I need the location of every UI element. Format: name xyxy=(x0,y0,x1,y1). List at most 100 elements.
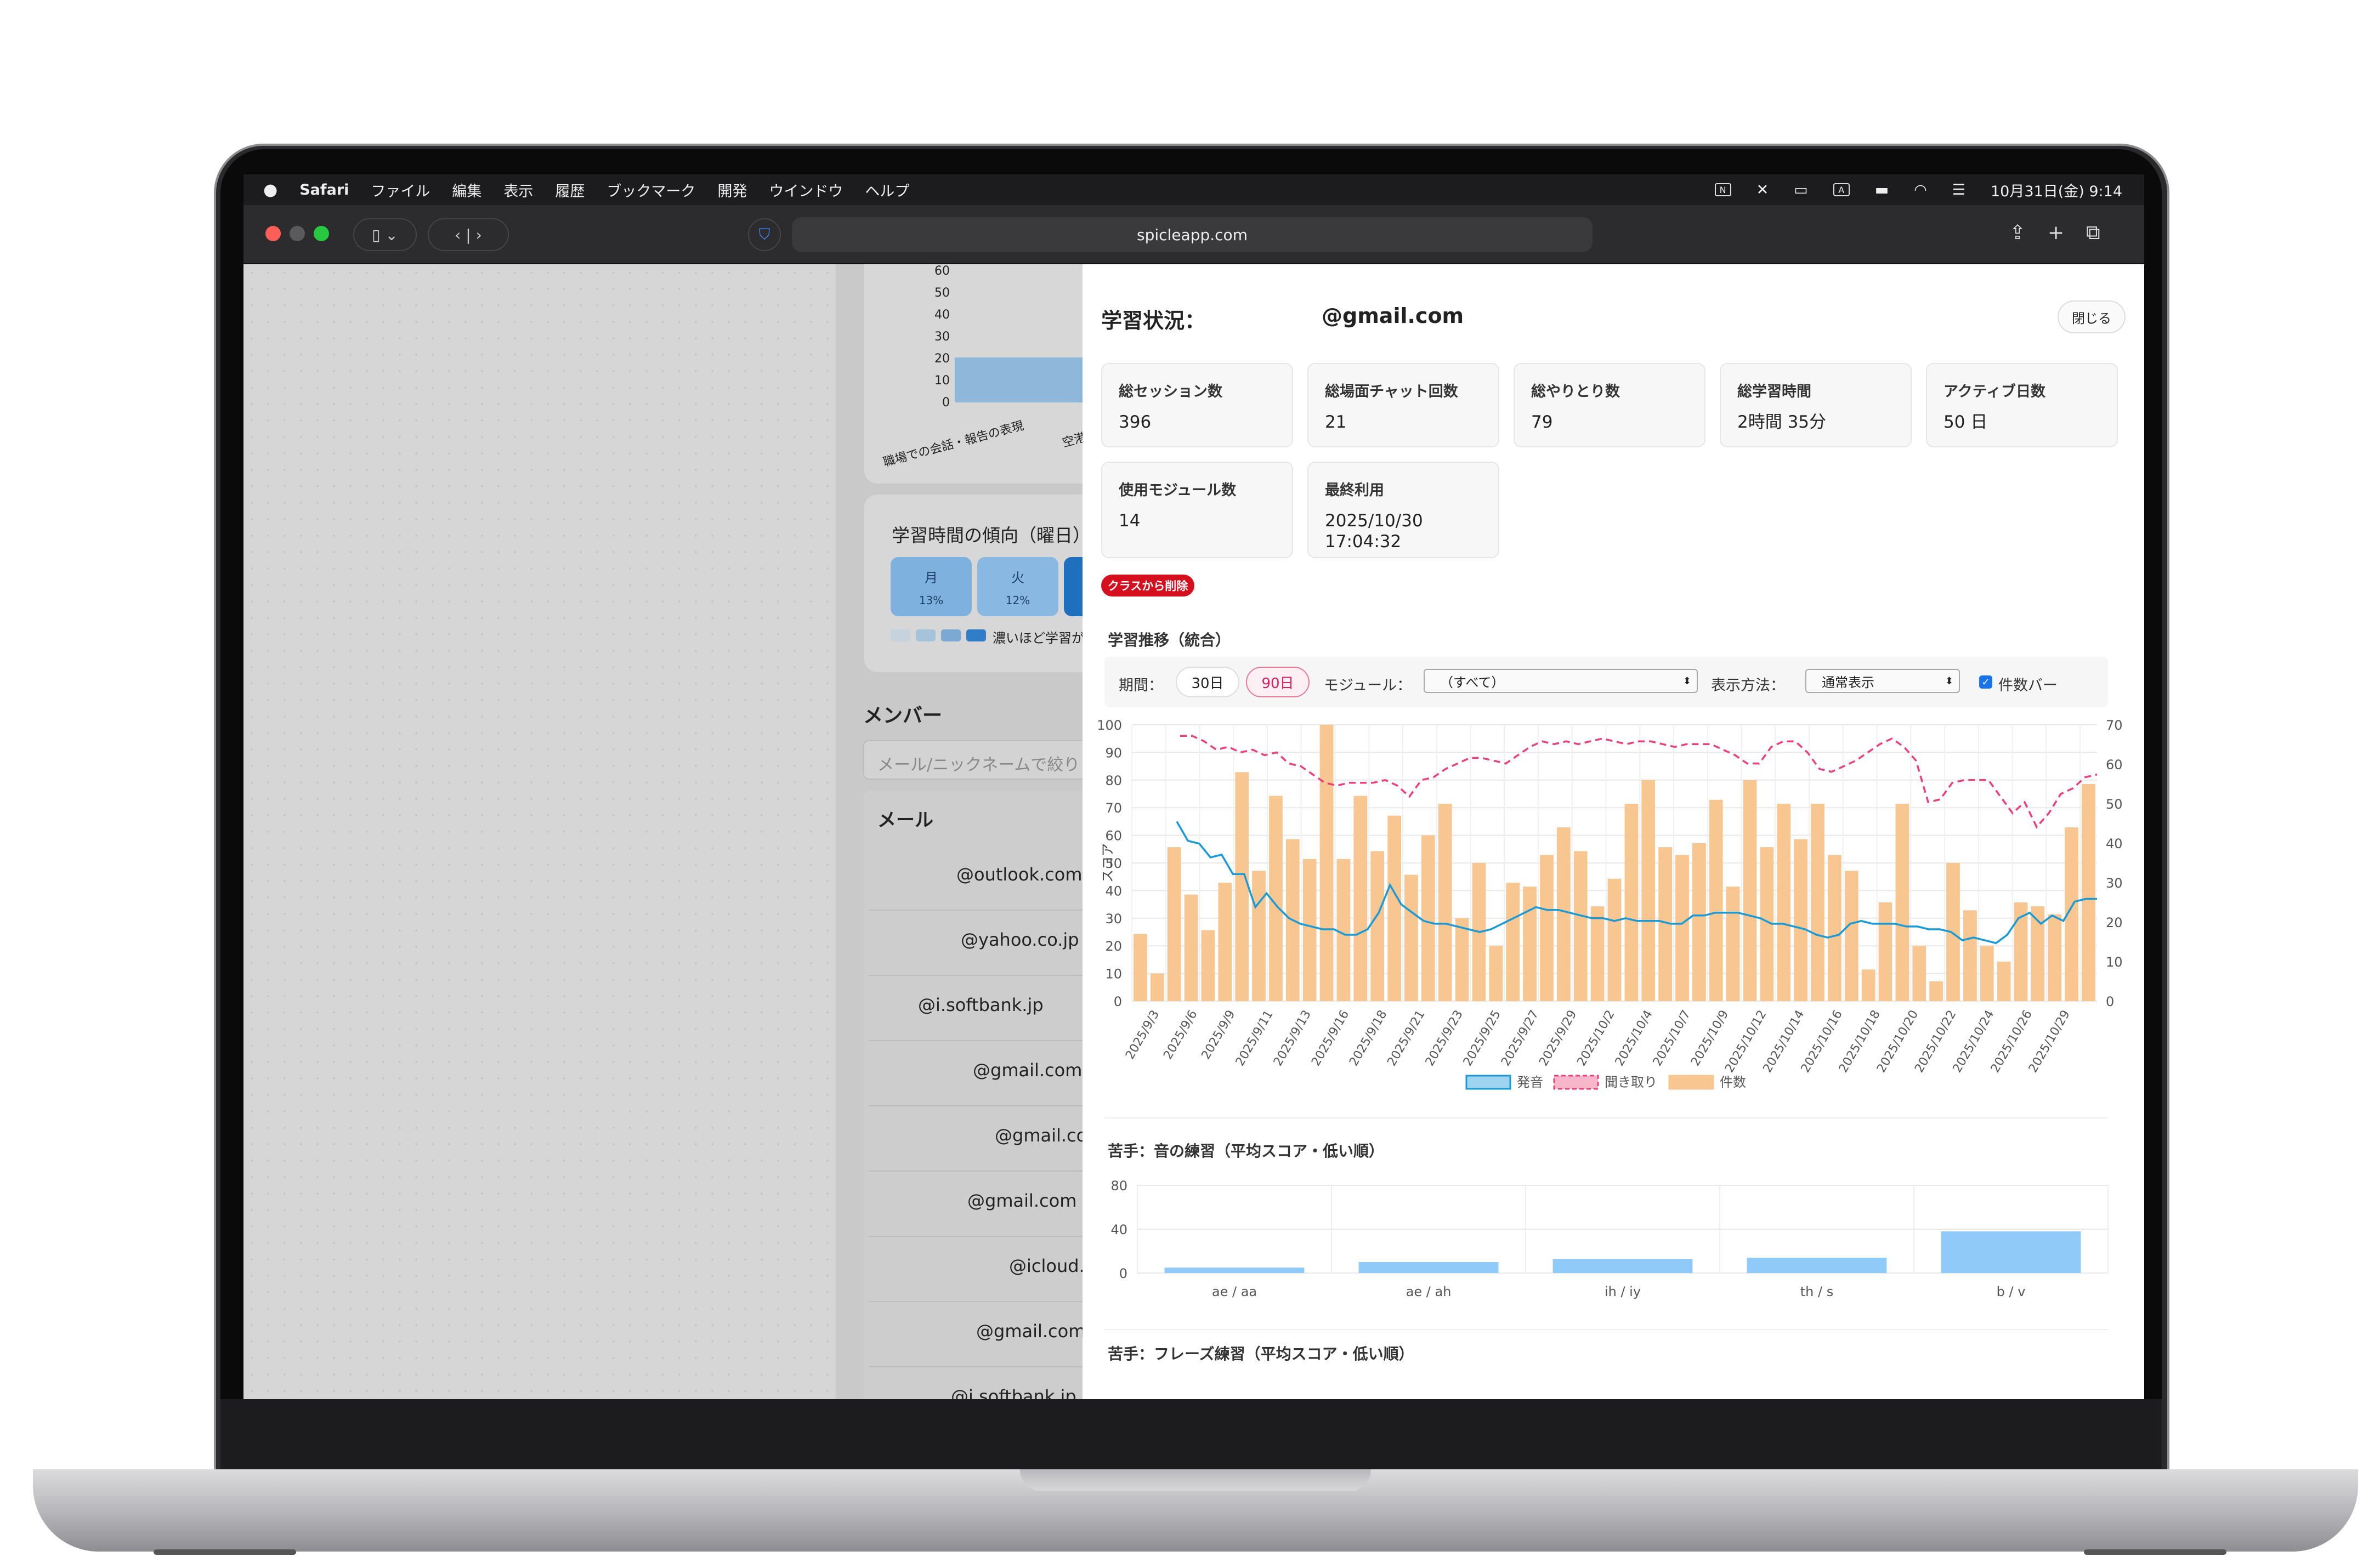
count-bar xyxy=(1997,962,2011,1001)
x-tick-label: 2025/10/7 xyxy=(1651,1008,1693,1069)
weak-phrase-title: 苦手：フレーズ練習（平均スコア・低い順） xyxy=(1108,1345,1414,1363)
count-bar xyxy=(1184,894,1198,1001)
remove-from-class-button[interactable]: クラスから削除 xyxy=(1101,575,1194,596)
stat-value: 2025/10/30 17:04:32 xyxy=(1325,511,1423,552)
url-bar[interactable]: spicleapp.com xyxy=(792,217,1593,252)
new-tab-icon[interactable]: + xyxy=(2048,221,2065,244)
module-label: モジュール： xyxy=(1324,677,1412,694)
member-row[interactable]: @i.softbank.jp xyxy=(869,1367,1083,1399)
member-row[interactable]: @yahoo.co.jp xyxy=(869,911,1083,976)
count-bar xyxy=(1404,874,1418,1001)
menu-bookmarks[interactable]: ブックマーク xyxy=(607,183,696,200)
x-tick-label: 2025/9/3 xyxy=(1123,1008,1162,1062)
battery-icon[interactable]: ▬ xyxy=(1874,181,1889,198)
stat-label: 総学習時間 xyxy=(1737,383,1811,400)
menu-edit[interactable]: 編集 xyxy=(452,183,482,200)
mid-ytick: 30 xyxy=(934,330,950,344)
notion-icon[interactable]: N xyxy=(1714,183,1731,196)
weak-sound-bar xyxy=(1358,1262,1499,1273)
menu-app-name[interactable]: Safari xyxy=(299,181,349,198)
browser-toolbar: ▯ ⌄ ‹ | › ⛉ spicleapp.com ⇪ + ⧉ xyxy=(243,205,2144,264)
count-bar xyxy=(2082,784,2095,1001)
heat-swatch xyxy=(941,629,961,641)
menu-help[interactable]: ヘルプ xyxy=(865,183,910,200)
stat-label: 使用モジュール数 xyxy=(1119,482,1237,499)
menubar-clock[interactable]: 10月31日(金) 9:14 xyxy=(1991,183,2122,200)
legend-listen-label: 聞き取り xyxy=(1605,1075,1657,1090)
window-zoom-icon[interactable] xyxy=(314,226,329,241)
member-search-input[interactable]: メール/ニックネームで絞り xyxy=(863,740,1083,780)
x-tick-label: 2025/9/16 xyxy=(1309,1008,1352,1069)
sidebar-toggle-button[interactable]: ▯ ⌄ xyxy=(353,218,417,251)
mid-ytick: 20 xyxy=(934,352,950,366)
weekday-tue[interactable]: 火 12% xyxy=(977,557,1058,616)
count-bar xyxy=(1912,946,1926,1001)
module-select-value: （すべて） xyxy=(1440,674,1505,690)
x-tick-label: b / v xyxy=(1997,1284,2026,1299)
member-row[interactable]: @icloud.c xyxy=(869,1237,1083,1302)
laptop-hinge xyxy=(220,1399,2162,1469)
period-30-button[interactable]: 30日 xyxy=(1176,667,1239,697)
period-90-button[interactable]: 90日 xyxy=(1246,667,1310,697)
view-mode-value: 通常表示 xyxy=(1822,674,1874,690)
y-tick-label: 30 xyxy=(1105,911,1122,927)
menu-develop[interactable]: 開発 xyxy=(717,183,747,200)
mute-icon[interactable]: ✕ xyxy=(1756,181,1769,198)
count-bar xyxy=(2048,914,2062,1001)
heat-legend-text: 濃いほど学習が xyxy=(993,630,1083,646)
menu-window[interactable]: ウインドウ xyxy=(769,183,843,200)
view-mode-label: 表示方法： xyxy=(1711,677,1785,694)
menu-history[interactable]: 履歴 xyxy=(555,183,585,200)
member-row[interactable]: @gmail.com xyxy=(869,1172,1083,1237)
laptop-foot-right xyxy=(2084,1549,2226,1555)
window-minimize-icon[interactable] xyxy=(290,226,305,241)
weekday-label: 月 xyxy=(925,570,938,586)
member-row[interactable]: @gmail.com xyxy=(869,1106,1083,1172)
count-bar xyxy=(1252,871,1266,1001)
close-button[interactable]: 閉じる xyxy=(2058,300,2126,333)
window-close-icon[interactable] xyxy=(265,226,281,241)
control-center-icon[interactable]: ☰ xyxy=(1952,181,1965,198)
y-tick-label: 40 xyxy=(1110,1222,1127,1237)
count-bar-checkbox[interactable]: ✓ xyxy=(1979,675,1992,689)
weak-sound-chart: 0 40 80 ae / aa ae / ah ih / iy th / s b / v xyxy=(1110,1178,2109,1299)
wifi-icon[interactable]: ◠ xyxy=(1914,181,1927,198)
count-bar xyxy=(1607,878,1622,1001)
share-icon[interactable]: ⇪ xyxy=(2009,221,2026,244)
nav-back-forward-button[interactable]: ‹ | › xyxy=(428,218,509,251)
count-bar xyxy=(1201,930,1215,1001)
input-source-icon[interactable]: A xyxy=(1833,183,1850,196)
count-bar xyxy=(1709,799,1723,1001)
weekday-label: 火 xyxy=(1011,570,1024,586)
member-row[interactable]: @i.softbank.jp xyxy=(869,976,1083,1041)
menu-file[interactable]: ファイル xyxy=(371,183,430,200)
view-mode-select[interactable]: 通常表示 ⬍ xyxy=(1805,669,1960,693)
stat-card-modules: 使用モジュール数 14 xyxy=(1101,462,1293,558)
tab-overview-icon[interactable]: ⧉ xyxy=(2086,221,2100,244)
member-row[interactable]: @outlook.com xyxy=(869,845,1083,911)
menu-view[interactable]: 表示 xyxy=(503,183,534,200)
stat-label: アクティブ日数 xyxy=(1943,383,2046,400)
y2-tick-label: 20 xyxy=(2106,915,2123,930)
shield-icon[interactable]: ⛉ xyxy=(748,218,781,251)
x-tick-label: 2025/10/9 xyxy=(1688,1008,1731,1069)
count-bar xyxy=(1438,804,1452,1001)
member-email: @i.softbank.jp xyxy=(951,1386,1076,1399)
mid-ytick: 0 xyxy=(942,396,950,410)
stat-value: 14 xyxy=(1119,511,1141,531)
display-icon[interactable]: ▭ xyxy=(1794,181,1808,198)
member-row[interactable]: @gmail.com xyxy=(869,1041,1083,1106)
y-tick-label: 0 xyxy=(1114,994,1122,1009)
legend-count-swatch xyxy=(1668,1075,1714,1090)
listening-line xyxy=(1180,735,2098,829)
module-select[interactable]: （すべて） ⬍ xyxy=(1424,669,1698,693)
x-tick-label: 2025/9/9 xyxy=(1199,1008,1238,1062)
apple-menu-icon[interactable]: ● xyxy=(263,180,278,200)
x-tick-label: 2025/9/13 xyxy=(1271,1008,1314,1069)
weekday-mon[interactable]: 月 13% xyxy=(891,557,972,616)
weekday-wed[interactable] xyxy=(1064,557,1083,616)
member-row[interactable]: @gmail.com xyxy=(869,1302,1083,1367)
count-bar xyxy=(1828,855,1841,1001)
y2-tick-label: 0 xyxy=(2106,994,2114,1009)
panel-title: 学習状況： xyxy=(1101,309,1206,333)
